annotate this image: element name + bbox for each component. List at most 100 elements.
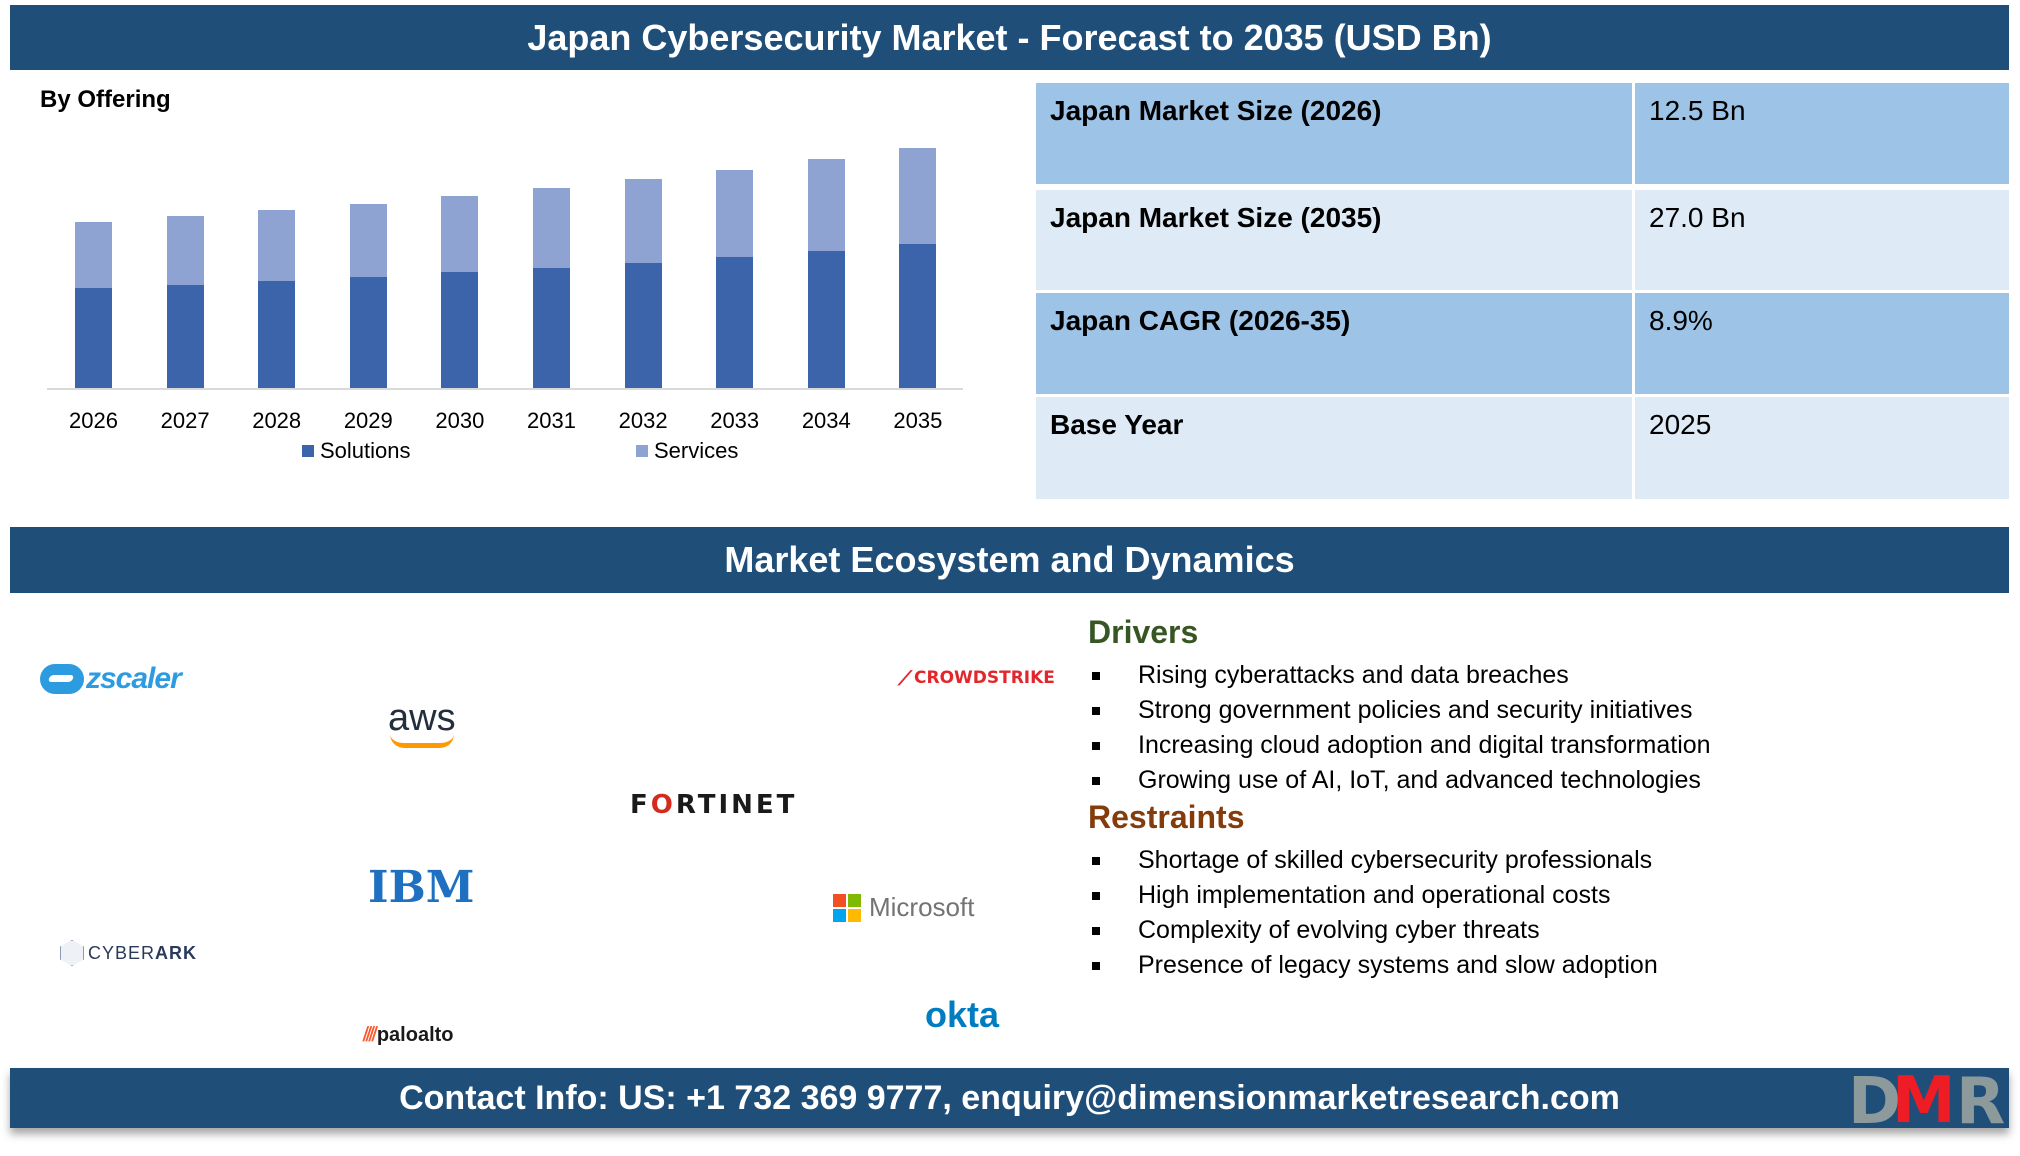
bullet-icon [1092,891,1100,900]
cyberark-wordmark-light: CYBER [88,942,156,963]
drivers-list: Rising cyberattacks and data breaches St… [1088,658,1711,798]
bar-2035 [899,148,937,388]
x-axis-line [47,388,963,390]
aws-smile-icon [389,734,454,748]
bar-segment-solutions [258,281,296,388]
fortinet-wordmark-start: F [630,790,651,820]
aws-logo: aws [388,697,456,748]
bar-segment-services [166,216,204,285]
zscaler-logo: zscaler [40,662,182,696]
bar-segment-services [533,187,570,269]
restraint-item: Complexity of evolving cyber threats [1088,913,1658,948]
cyberark-logo: CYBER ARK [60,940,197,966]
legend-swatch-services [636,445,648,457]
dmr-logo-d: D [1848,1065,1902,1139]
section-title: Market Ecosystem and Dynamics [724,539,1295,580]
aws-wordmark: aws [388,697,456,739]
stat-label: Japan Market Size (2026) [1036,83,1632,184]
stat-label: Japan Market Size (2035) [1036,190,1632,290]
stat-row-market-size-2035: Japan Market Size (2035) 27.0 Bn [1036,190,2009,290]
stat-row-cagr: Japan CAGR (2026-35) 8.9% [1036,293,2009,394]
bar-segment-solutions [441,272,479,388]
driver-item: Rising cyberattacks and data breaches [1088,658,1711,693]
x-axis-label: 2028 [252,408,302,433]
stat-value: 8.9% [1635,293,2009,394]
x-axis-label: 2033 [710,408,760,433]
drivers-heading: Drivers [1088,614,1199,650]
bar-segment-services [258,210,296,282]
bar-segment-solutions [807,250,845,388]
x-axis-label: 2031 [527,408,576,433]
okta-wordmark: okta [925,994,1000,1035]
legend-swatch-solutions [302,445,314,457]
dmr-logo-r: R [1956,1065,2006,1139]
x-axis-label: 2032 [618,408,668,433]
bar-segment-services [75,222,112,289]
bar-segment-solutions [624,263,662,388]
bar-segment-solutions [899,244,937,388]
bullet-icon [1092,856,1100,865]
bullet-icon [1092,706,1100,715]
dmr-logo-m: M [1892,1064,1956,1138]
bar-2028 [258,210,296,388]
bar-segment-services [441,195,479,273]
contact-footer: Contact Info: US: +1 732 369 9777, enqui… [10,1068,2009,1128]
legend-label: Solutions [320,438,411,463]
microsoft-logo: Microsoft [833,892,974,923]
bar-2029 [349,203,387,388]
microsoft-wordmark: Microsoft [869,892,975,922]
crowdstrike-wordmark: CROWDSTRIKE [914,668,1055,688]
bullet-icon [1092,671,1100,680]
restraint-item: Shortage of skilled cybersecurity profes… [1088,843,1658,878]
bullet-icon [1092,926,1100,935]
bullet-icon [1092,741,1100,750]
zscaler-cloud-icon [40,664,84,694]
stat-label: Japan CAGR (2026-35) [1036,293,1632,394]
paloalto-logo: ⫽⫽ paloalto [363,1024,454,1047]
bar-2031 [533,187,570,388]
bar-2027 [166,216,204,388]
bullet-icon [1092,961,1100,970]
stat-value: 2025 [1635,397,2009,499]
fortinet-grid-icon: O [650,790,676,820]
x-axis-label: 2030 [435,408,485,433]
restraint-item: High implementation and operational cost… [1088,878,1658,913]
legend-label: Services [654,438,739,463]
bar-segment-services [899,148,937,244]
bar-segment-solutions [349,276,387,388]
restraint-item: Presence of legacy systems and slow adop… [1088,948,1658,983]
driver-item: Strong government policies and security … [1088,693,1711,728]
bar-segment-solutions [533,268,570,388]
ibm-wordmark: IBM [368,862,475,913]
bar-segment-services [349,203,387,277]
x-axis-label: 2027 [160,408,210,433]
crowdstrike-falcon-icon: ⟋ [898,666,912,690]
stat-label: Base Year [1036,397,1632,499]
bar-2032 [624,179,662,388]
legend-item-services: Services [636,438,738,464]
x-axis-label: 2034 [801,408,851,433]
crowdstrike-logo: ⟋ CROWDSTRIKE [898,666,1055,690]
bar-segment-services [716,169,754,258]
page-title: Japan Cybersecurity Market - Forecast to… [527,16,1492,58]
microsoft-windows-icon [833,893,861,922]
stat-row-base-year: Base Year 2025 [1036,397,2009,499]
stat-row-market-size-2026: Japan Market Size (2026) 12.5 Bn [1036,83,2009,184]
x-axis-label: 2026 [69,408,118,433]
driver-item: Growing use of AI, IoT, and advanced tec… [1088,763,1711,798]
ibm-logo: IBM [368,862,474,913]
zscaler-wordmark: zscaler [86,662,182,695]
paloalto-chevrons-icon: ⫽⫽ [363,1024,378,1046]
x-axis-label: 2035 [893,408,943,433]
cyberark-cube-icon [60,940,84,966]
dmr-logo: D R M [1848,1066,2008,1134]
section-title-banner: Market Ecosystem and Dynamics [10,527,2009,593]
bar-segment-solutions [75,288,112,388]
bar-2026 [75,222,112,388]
bar-segment-solutions [716,257,754,388]
bar-2033 [716,169,754,388]
legend-item-solutions: Solutions [302,438,411,464]
bar-2030 [441,195,479,388]
bullet-icon [1092,776,1100,785]
stat-value: 27.0 Bn [1635,190,2009,290]
